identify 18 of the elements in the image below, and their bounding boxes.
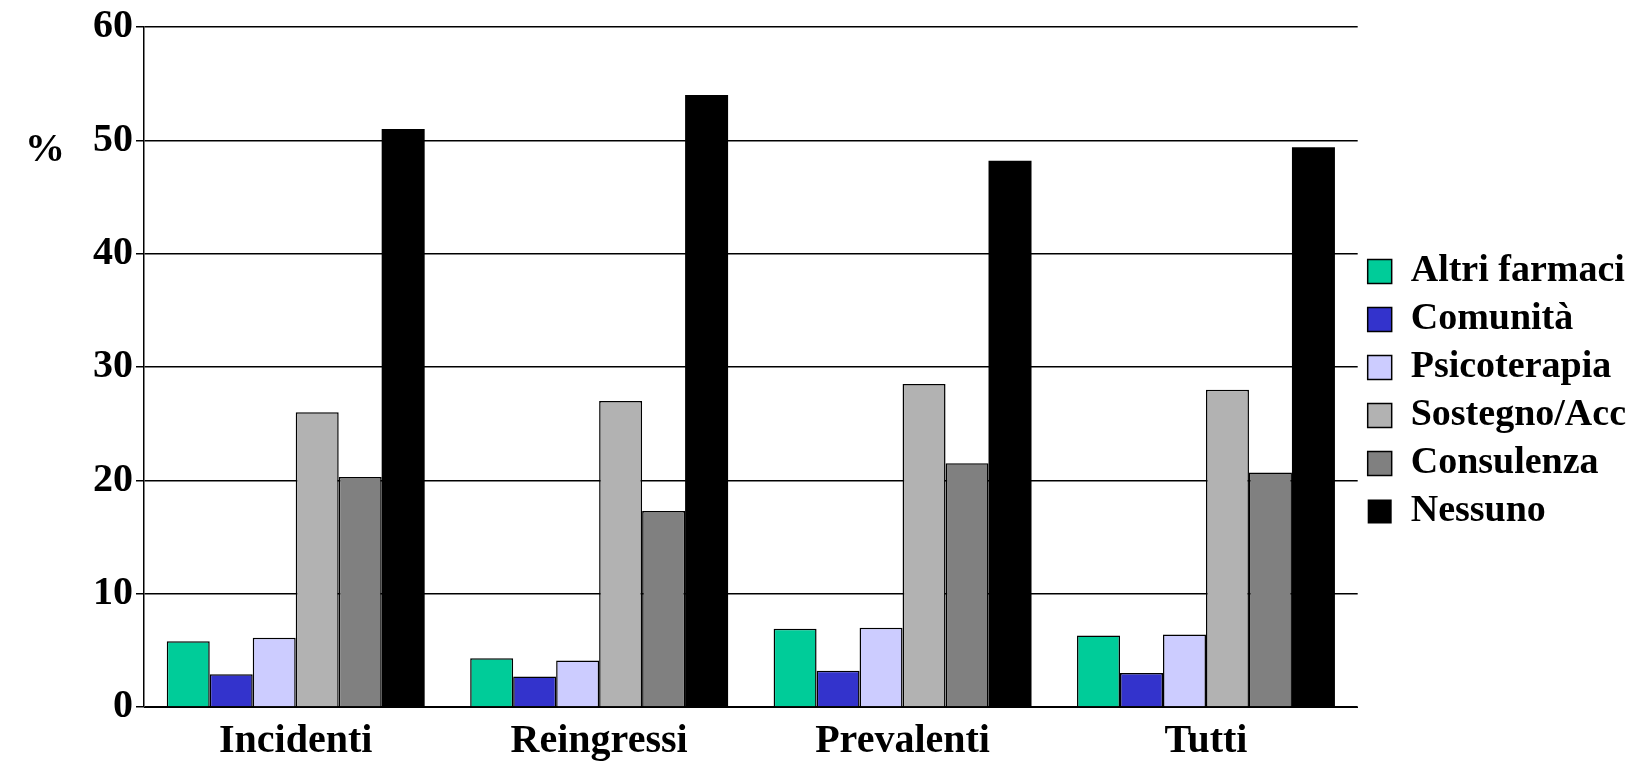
legend-label: Consulenza	[1410, 439, 1599, 482]
legend-label: Psicoterapia	[1410, 343, 1612, 386]
y-tick-label: 30	[93, 341, 133, 387]
legend-label: Altri farmaci	[1410, 247, 1625, 290]
y-tick-label: 0	[113, 681, 133, 727]
y-tick-label: 60	[93, 1, 133, 47]
legend-label: Nessuno	[1410, 487, 1546, 530]
x-tick-label: Incidenti	[219, 716, 373, 762]
y-tick-label: 40	[93, 227, 133, 273]
x-tick-label: Tutti	[1164, 716, 1248, 762]
x-tick-label: Reingressi	[510, 716, 688, 762]
legend-label: Sostegno/Acc	[1410, 391, 1626, 434]
y-tick-label: 10	[93, 567, 133, 613]
y-tick-label: 50	[93, 114, 133, 160]
y-axis-title: %	[25, 124, 65, 170]
x-tick-label: Prevalenti	[815, 716, 990, 762]
y-tick-label: 20	[93, 454, 133, 500]
legend-label: Comunità	[1410, 295, 1574, 338]
